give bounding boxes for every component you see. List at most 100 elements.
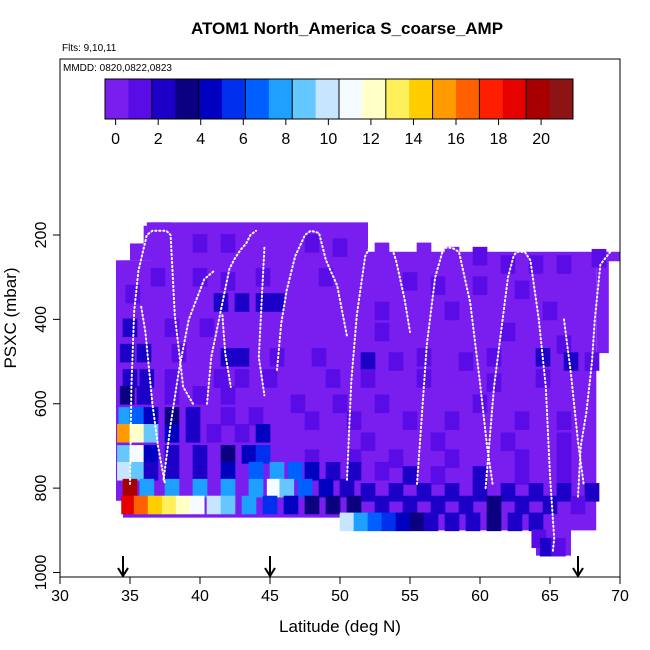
heatmap-cell [514,449,530,468]
heatmap-cell [164,424,180,443]
colorbar: 0 2 4 6 8 10 12 14 16 18 20 [104,78,574,148]
colorbar-swatch [151,79,176,119]
heatmap-cell [241,445,257,464]
heatmap-cell [136,343,152,363]
heatmap-cell [220,348,236,367]
heatmap-cell [395,512,411,532]
heatmap-cell [119,343,135,363]
heatmap-cell [325,461,341,481]
heatmap-cell [220,272,236,291]
heatmap-cell [287,461,303,481]
colorbar-swatch [105,79,129,119]
heatmap-cell [213,293,229,312]
colorbar-frame [104,78,574,120]
x-tick-label: 40 [191,588,209,605]
colorbar-swatch [292,79,317,119]
heatmap-cell [367,512,383,532]
heatmap-cell [234,424,250,443]
heatmap-cell [416,348,432,367]
colorbar-tick-label: 10 [319,131,337,148]
heatmap-cell [374,242,390,262]
colorbar-swatch [222,79,246,119]
heatmap-cell [486,512,502,532]
heatmap-cell [318,267,334,287]
heatmap-cell [269,348,285,367]
heatmap-cell [416,242,432,262]
heatmap-cell [556,432,572,451]
heatmap-cell [150,267,166,287]
heatmap-cell [139,478,155,498]
flight-markers [117,556,584,578]
heatmap-cell [332,394,348,414]
heatmap-cell [125,284,141,304]
heatmap-cell [175,495,191,515]
y-axis: 200 400 600 800 1000 [33,222,60,591]
heatmap-cell [241,495,257,515]
profile-tracks [129,229,621,553]
heatmap-cell [360,369,376,388]
x-tick-label: 50 [331,588,349,605]
x-tick-label: 70 [611,588,629,605]
heatmap-cell [220,386,236,405]
heatmap-cell [129,461,145,481]
heatmap-cell [283,495,299,515]
heatmap-cell [213,369,229,388]
heatmap-cell [486,495,502,515]
heatmap-cell [262,369,278,388]
heatmap-cell [409,512,425,532]
heatmap-cell [122,478,138,498]
heatmap-cell [248,461,264,481]
heatmap-cell [353,512,369,532]
heatmap-cell [556,335,572,354]
heatmap-cell [129,424,145,443]
heatmap-cell [143,445,159,464]
colorbar-swatch [549,79,574,119]
heatmap-cell [472,276,488,295]
heatmap-cell [556,483,572,502]
colorbar-swatch [245,79,270,119]
heatmap-cell [220,234,236,253]
heatmap-cell [374,394,390,414]
heatmap-cell [500,255,516,274]
profile-track [140,305,166,485]
x-axis: 30 35 40 45 50 55 60 65 70 [51,577,629,605]
heatmap-cell [444,483,460,502]
heatmap-cell [556,449,572,468]
heatmap-cell [192,234,208,253]
heatmap-cell [500,432,516,451]
heatmap-cell [234,348,250,367]
heatmap-cell [255,445,271,464]
colorbar-swatch [128,79,153,119]
heatmap-cell [528,255,544,274]
heatmap-cell [514,495,530,515]
flight-marker-head [264,567,276,578]
heatmap-cell [118,407,134,426]
profile-track [577,244,621,498]
heatmap-cell [255,293,271,312]
colorbar-swatch [315,79,340,119]
heatmap-cell [220,495,236,515]
heatmap-cell [279,478,295,498]
heatmap-background [596,261,609,354]
heatmap-cell [117,424,132,443]
heatmap-cell [472,394,488,414]
heatmap-cell [185,407,201,426]
heatmap-cell [220,445,236,464]
heatmap-cell [161,495,177,515]
heatmap-cell [143,407,159,426]
heatmap-cell [332,238,348,257]
x-tick-label: 45 [261,588,279,605]
heatmap-cell [444,449,460,468]
colorbar-swatch [432,79,457,119]
heatmap-cell [346,461,362,481]
heatmap-cell [133,495,149,515]
heatmap-cell [276,238,292,257]
heatmap-cell [192,386,208,405]
heatmap-cell [388,449,404,468]
heatmap-cell [528,512,544,532]
heatmap-cell [444,512,460,532]
y-tick-label: 1000 [33,555,50,591]
profile-track [346,233,411,481]
heatmap-cell [248,407,264,426]
heatmap-cell [500,322,516,342]
